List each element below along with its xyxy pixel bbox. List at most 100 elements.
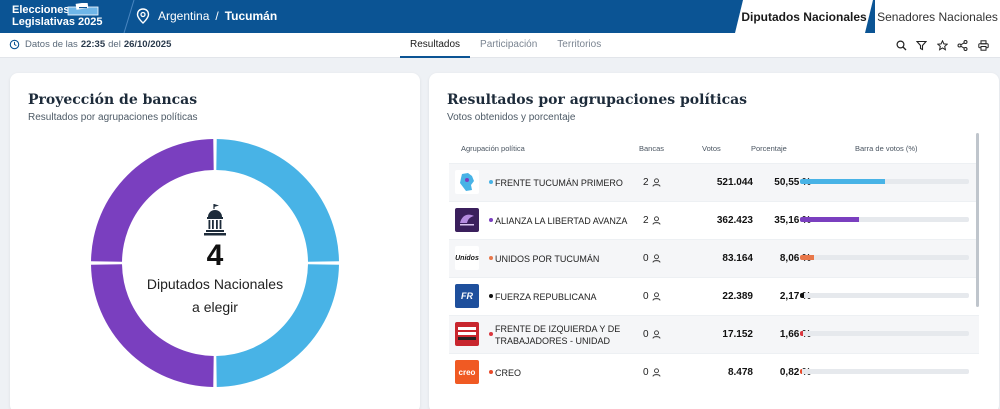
party-name: CREO	[495, 368, 522, 378]
congress-building-icon	[204, 204, 226, 236]
seats-card-title: Proyección de bancas	[28, 92, 198, 108]
table-row[interactable]: ALIANZA LA LIBERTAD AVANZA 2 362.423 35,16 …	[449, 201, 979, 239]
vote-bar-fill	[800, 255, 814, 260]
vote-bar-track	[800, 179, 969, 184]
party-color-dot	[489, 256, 493, 260]
share-button[interactable]	[956, 38, 970, 52]
party-votes: 83.164	[722, 253, 753, 264]
sub-toolbar: Datos de las 22:35 del 26/10/2025 Result…	[0, 33, 1000, 58]
tab-diputados[interactable]: Diputados Nacionales	[735, 0, 873, 33]
share-icon	[957, 39, 968, 51]
tab-resultados[interactable]: Resultados	[400, 33, 471, 58]
favorite-button[interactable]	[935, 38, 949, 52]
party-color-dot	[489, 332, 493, 336]
top-header: Elecciones Legislativas 2025 Argentina /…	[0, 0, 1000, 33]
vote-bar-track	[800, 293, 969, 298]
party-logo	[455, 322, 479, 346]
party-seats: 2	[643, 215, 661, 226]
table-row[interactable]: FR FUERZA REPUBLICANA 0 22.389 2,17 %	[449, 277, 979, 315]
party-seats: 0	[643, 367, 661, 378]
party-seats: 0	[643, 291, 661, 302]
table-row[interactable]: FRENTE DE IZQUIERDA Y DE TRABAJADORES - …	[449, 315, 979, 353]
vote-bar-track	[800, 331, 969, 336]
breadcrumb-province[interactable]: Tucumán	[224, 9, 278, 23]
party-color-dot	[489, 180, 493, 184]
logo-line-1: Elecciones	[12, 4, 70, 16]
person-icon	[652, 368, 661, 377]
party-seats: 0	[643, 253, 661, 264]
seats-value: 2	[643, 177, 649, 188]
party-seats: 2	[643, 177, 661, 188]
update-date: 26/10/2025	[123, 39, 172, 50]
seat-segment[interactable]	[91, 264, 214, 387]
party-votes: 521.044	[716, 177, 753, 188]
filter-button[interactable]	[915, 38, 929, 52]
seats-value: 0	[643, 253, 649, 264]
breadcrumb-country[interactable]: Argentina	[158, 9, 210, 23]
table-row[interactable]: FRENTE TUCUMÁN PRIMERO 2 521.044 50,55 %	[449, 163, 979, 201]
party-color-dot	[489, 370, 493, 374]
col-votes: Votos	[702, 144, 721, 153]
results-card-subtitle: Votos obtenidos y porcentaje	[447, 112, 576, 123]
party-name: FUERZA REPUBLICANA	[495, 292, 597, 302]
results-card: Resultados por agrupaciones políticas Vo…	[429, 73, 999, 409]
party-logo-text: Unidos	[455, 254, 479, 262]
party-votes: 17.152	[722, 329, 753, 340]
print-icon	[977, 39, 989, 51]
seats-value: 2	[643, 215, 649, 226]
person-icon	[652, 292, 661, 301]
filter-icon	[916, 40, 927, 50]
col-bar: Barra de votos (%)	[855, 144, 918, 153]
vote-bar-track	[800, 255, 969, 260]
party-votes: 22.389	[722, 291, 753, 302]
party-name: FRENTE DE IZQUIERDA Y DE TRABAJADORES - …	[495, 324, 621, 346]
search-button[interactable]	[894, 38, 908, 52]
print-button[interactable]	[976, 38, 990, 52]
party-logo	[455, 170, 479, 194]
logo-line-2: Legislativas 2025	[12, 16, 103, 28]
toolbar-actions	[894, 38, 997, 52]
seats-value: 0	[643, 367, 649, 378]
tab-senadores[interactable]: Senadores Nacionales	[875, 0, 1000, 33]
vote-bar-track	[800, 217, 969, 222]
donut-center: 4 Diputados Nacionales a elegir	[115, 203, 315, 318]
seat-segment[interactable]	[216, 264, 339, 387]
header-divider	[123, 0, 135, 33]
tab-participacion[interactable]: Participación	[480, 39, 538, 50]
party-logo-text: creo	[458, 367, 476, 377]
table-row[interactable]: Unidos UNIDOS POR TUCUMÁN 0 83.164 8,06 %	[449, 239, 979, 277]
table-row[interactable]: creo CREO 0 8.478 0,82 %	[449, 353, 979, 391]
location-pin-icon	[136, 8, 150, 24]
party-name: UNIDOS POR TUCUMÁN	[495, 254, 600, 264]
party-color-dot	[489, 294, 493, 298]
vote-bar-track	[800, 369, 969, 374]
seat-segment[interactable]	[91, 139, 214, 262]
elections-logo[interactable]: Elecciones Legislativas 2025	[12, 3, 122, 30]
seats-value: 0	[643, 291, 649, 302]
party-logo: Unidos	[455, 246, 479, 270]
seats-card-subtitle: Resultados por agrupaciones políticas	[28, 112, 198, 123]
person-icon	[652, 330, 661, 339]
location-breadcrumb[interactable]: Argentina / Tucumán	[136, 6, 277, 26]
results-table-header: Agrupación política Bancas Votos Porcent…	[449, 144, 979, 162]
results-card-title: Resultados por agrupaciones políticas	[447, 92, 748, 108]
tab-territorios[interactable]: Territorios	[557, 39, 602, 50]
vote-bar-fill	[800, 179, 886, 184]
fit-logo	[458, 327, 476, 340]
view-tabs: Resultados Participación Territorios	[400, 33, 611, 58]
party-name: ALIANZA LA LIBERTAD AVANZA	[495, 216, 628, 226]
seat-segment[interactable]	[216, 139, 339, 262]
party-percent: 2,17 %	[779, 291, 811, 302]
ballot-box-icon	[67, 3, 99, 16]
star-icon	[936, 39, 948, 51]
party-percent: 50,55 %	[774, 177, 811, 188]
breadcrumb-separator: /	[215, 9, 219, 23]
chamber-tabs: Diputados Nacionales Senadores Nacionale…	[735, 0, 1000, 33]
tucuman-map-logo	[460, 173, 474, 191]
vote-bar-fill	[800, 293, 804, 298]
update-time: 22:35	[80, 39, 106, 50]
party-percent: 8,06 %	[779, 253, 811, 264]
results-scrollbar[interactable]	[976, 133, 979, 307]
last-update: Datos de las 22:35 del 26/10/2025	[9, 39, 174, 50]
seats-label-line-2: a elegir	[192, 299, 238, 315]
